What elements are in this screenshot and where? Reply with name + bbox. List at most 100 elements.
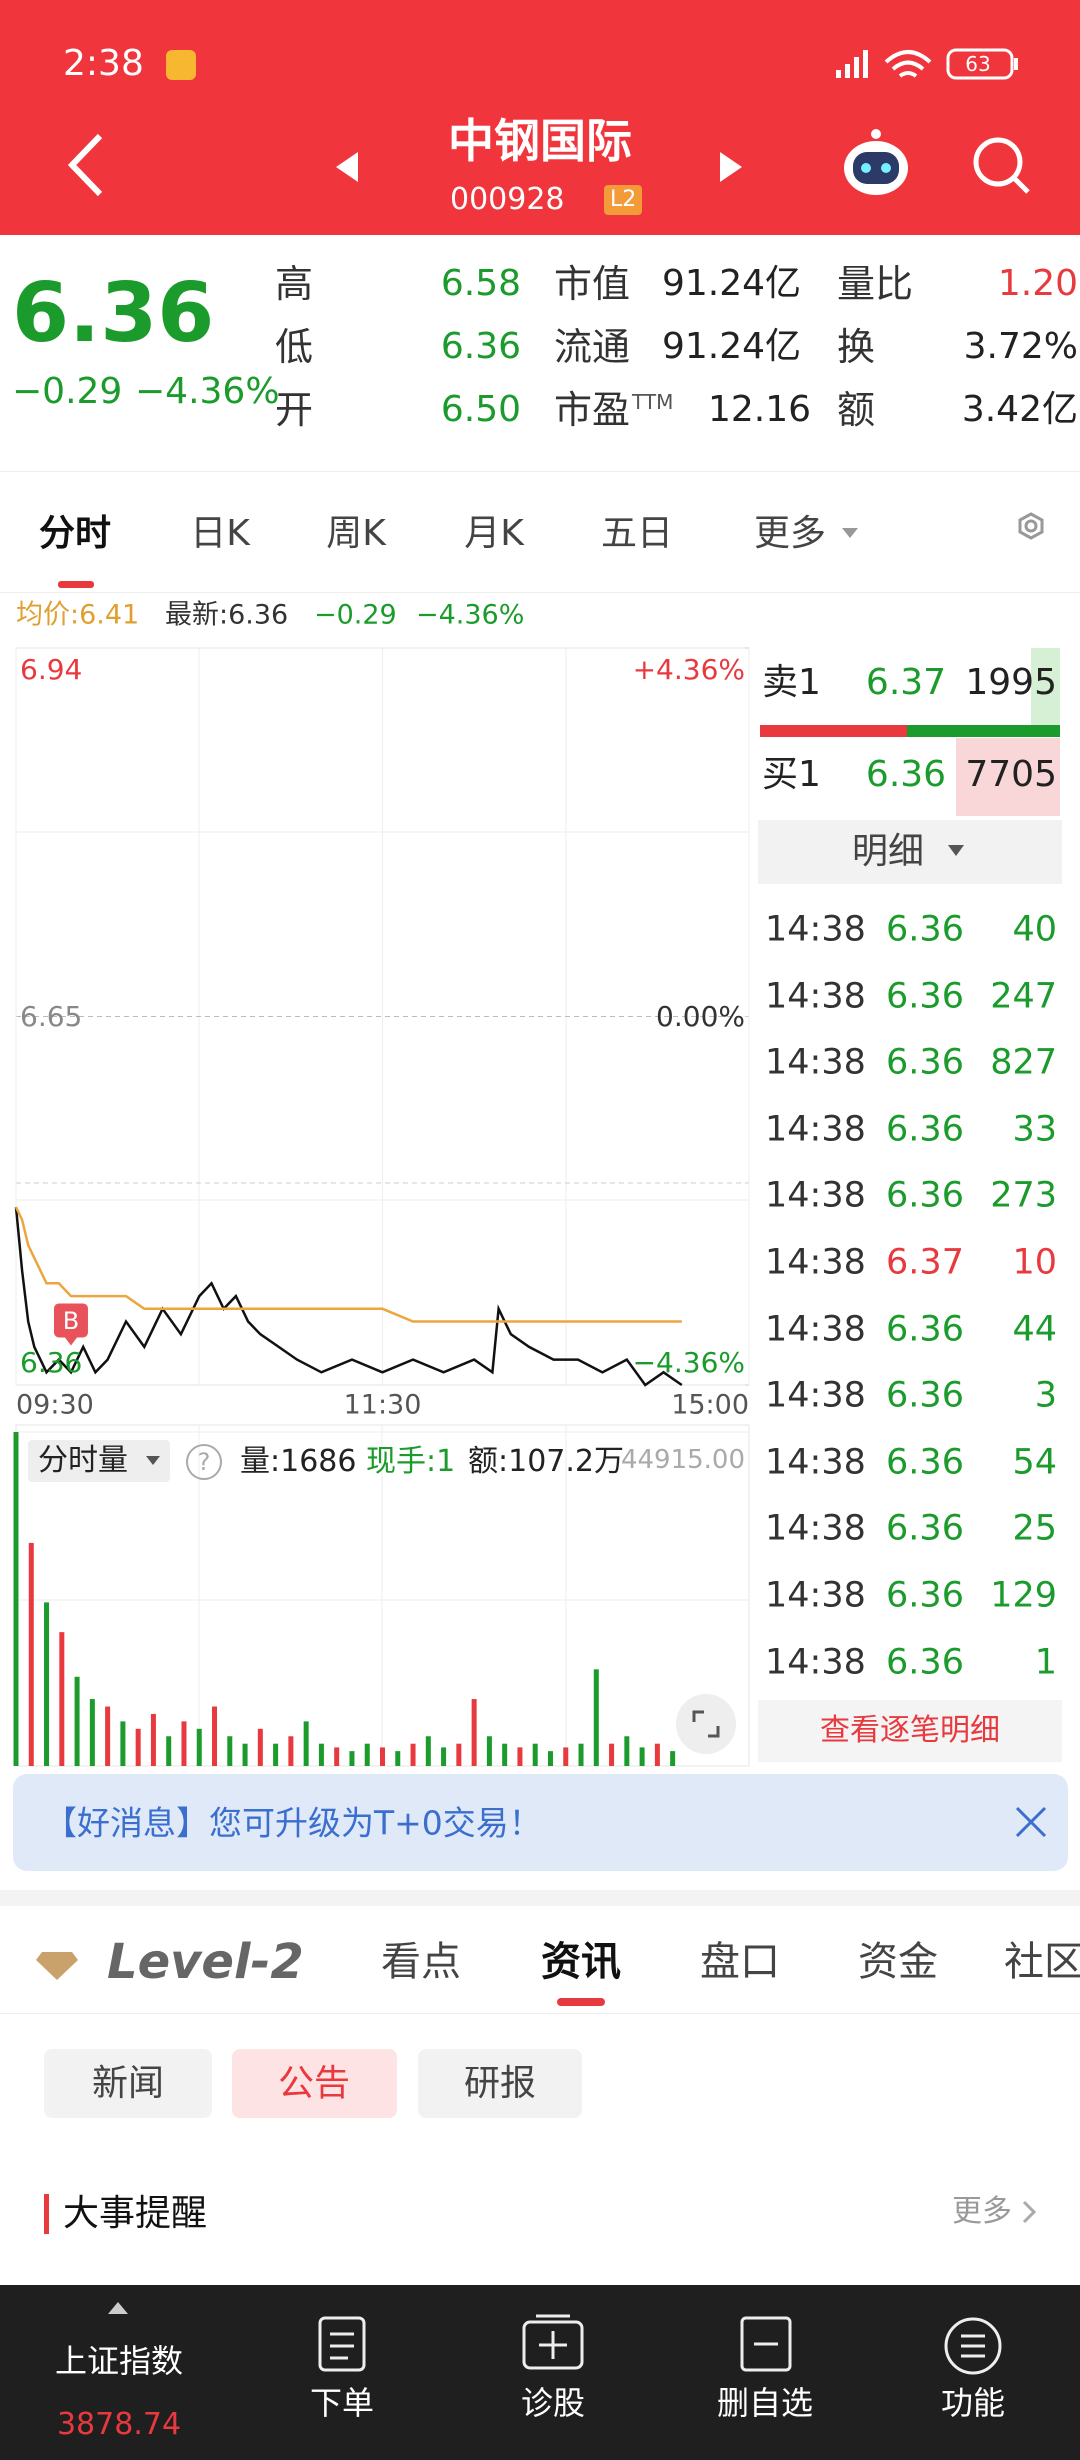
stat-value: 1.20 <box>997 263 1078 304</box>
stat-label: 额 <box>837 388 876 432</box>
stat-label: 低 <box>275 325 314 369</box>
promo-banner[interactable] <box>13 1774 1068 1871</box>
price-line <box>14 1206 682 1323</box>
trade-time: 14:38 <box>765 1175 866 1216</box>
back-button[interactable] <box>67 133 103 197</box>
tab-indicator <box>58 581 94 588</box>
volume-bar <box>44 1602 50 1766</box>
trade-volume: 44 <box>1012 1309 1057 1350</box>
chart-tab[interactable]: 更多 <box>753 513 827 554</box>
trade-time: 14:38 <box>765 1309 866 1350</box>
sub-tab-bg[interactable] <box>232 2049 397 2118</box>
volume-bar <box>181 1721 187 1766</box>
sub-tab-bg[interactable] <box>418 2049 582 2118</box>
index-name[interactable]: 上证指数 <box>54 2342 184 2380</box>
fullscreen-button[interactable] <box>676 1694 736 1754</box>
trade-volume: 40 <box>1012 909 1057 950</box>
more-chevron <box>1022 2200 1037 2224</box>
detail-header[interactable] <box>758 820 1062 884</box>
promo-text[interactable]: 【好消息】您可升级为T+0交易！ <box>44 1803 542 1843</box>
change: −0.29 <box>314 599 397 631</box>
trade-price: 6.36 <box>886 1309 964 1350</box>
help-icon[interactable] <box>186 1444 222 1480</box>
chart-tab[interactable]: 日K <box>190 513 250 554</box>
trade-time: 14:38 <box>765 1508 866 1549</box>
volume-bar <box>257 1728 263 1766</box>
header-bar <box>0 0 1080 235</box>
sub-tab[interactable]: 公告 <box>277 2063 351 2104</box>
stat-label: 换 <box>837 325 876 369</box>
nav-button[interactable]: 下单 <box>309 2384 375 2422</box>
trade-time: 14:38 <box>765 909 866 950</box>
detail-more-button[interactable] <box>758 1700 1062 1762</box>
chart-tab[interactable]: 分时 <box>38 513 112 554</box>
trade-price: 6.36 <box>886 1575 964 1616</box>
chart-tab[interactable]: 月K <box>464 513 524 554</box>
trade-time: 14:38 <box>765 1042 866 1083</box>
trade-marker-label: B <box>62 1307 80 1336</box>
settings-button-core <box>1024 519 1038 533</box>
content-tab[interactable]: 社区 <box>1004 1939 1080 1985</box>
volume-bar <box>364 1743 370 1766</box>
stat-value: 12.16 <box>708 389 812 430</box>
volume-bar <box>578 1743 584 1766</box>
volume-bar <box>425 1736 431 1766</box>
volume-bar <box>288 1736 294 1766</box>
assistant-icon[interactable] <box>844 129 908 195</box>
volume-bar <box>166 1736 172 1766</box>
y2-tick-label: +4.36% <box>632 653 745 686</box>
sub-tab-bg[interactable] <box>44 2049 212 2118</box>
dropdown-caret <box>948 845 964 856</box>
nav-button[interactable]: 功能 <box>940 2384 1006 2422</box>
detail-label[interactable]: 明细 <box>851 831 925 872</box>
volume-bar <box>410 1743 416 1766</box>
stat-value: 6.50 <box>440 389 521 430</box>
trade-time: 14:38 <box>765 1242 866 1283</box>
stat-label: 量比 <box>837 262 914 306</box>
trade-price: 6.36 <box>886 1508 964 1549</box>
next-stock[interactable] <box>720 152 742 182</box>
status-time: 2:38 <box>63 43 144 84</box>
sub-tab[interactable]: 研报 <box>463 2063 537 2104</box>
x-tick-label: 15:00 <box>671 1389 749 1421</box>
content-tab[interactable]: 资讯 <box>541 1939 621 1985</box>
nav-button[interactable]: 诊股 <box>520 2384 586 2422</box>
section-more[interactable]: 更多 <box>952 2194 1012 2229</box>
volume-selector-label[interactable]: 分时量 <box>38 1443 128 1478</box>
y-tick-label: 6.65 <box>20 999 83 1033</box>
search-button[interactable] <box>973 137 1030 194</box>
volume-bar <box>13 1432 19 1766</box>
expand-caret[interactable] <box>108 2302 128 2314</box>
content-tab[interactable]: 盘口 <box>700 1939 780 1985</box>
trade-price: 6.36 <box>886 1642 964 1683</box>
content-tab[interactable]: 看点 <box>381 1939 461 1985</box>
volume-selector[interactable] <box>28 1440 170 1482</box>
trade-price: 6.36 <box>886 1442 964 1483</box>
trade-time: 14:38 <box>765 1375 866 1416</box>
sub-tab[interactable]: 新闻 <box>91 2063 165 2104</box>
trade-price: 6.36 <box>886 1042 964 1083</box>
current-hand: 现手:1 <box>366 1444 456 1479</box>
prev-stock[interactable] <box>336 152 358 182</box>
index-value: 3878.74 <box>56 2407 182 2442</box>
detail-more[interactable]: 查看逐笔明细 <box>820 1713 1000 1748</box>
price-change-pct: −4.36% <box>135 371 280 412</box>
section-marker <box>44 2194 49 2234</box>
volume-bar <box>471 1699 477 1766</box>
chart-tab[interactable]: 五日 <box>600 513 674 554</box>
close-banner[interactable] <box>1015 1806 1047 1838</box>
stat-label: 市值 <box>554 262 631 306</box>
chart-tab[interactable]: 周K <box>326 513 386 554</box>
nav-button[interactable]: 删自选 <box>716 2384 814 2422</box>
trade-price: 6.36 <box>886 1109 964 1150</box>
trade-volume: 54 <box>1012 1442 1057 1483</box>
content-tab[interactable]: 资金 <box>858 1939 938 1985</box>
volume-bar <box>380 1747 385 1766</box>
settings-button[interactable] <box>1018 512 1044 540</box>
volume-bar <box>563 1747 569 1766</box>
y2-tick-label: −4.36% <box>632 1346 745 1379</box>
volume-bar <box>318 1743 324 1766</box>
y2-tick-label: 0.00% <box>656 999 745 1033</box>
stat-value: 3.42亿 <box>961 389 1078 430</box>
